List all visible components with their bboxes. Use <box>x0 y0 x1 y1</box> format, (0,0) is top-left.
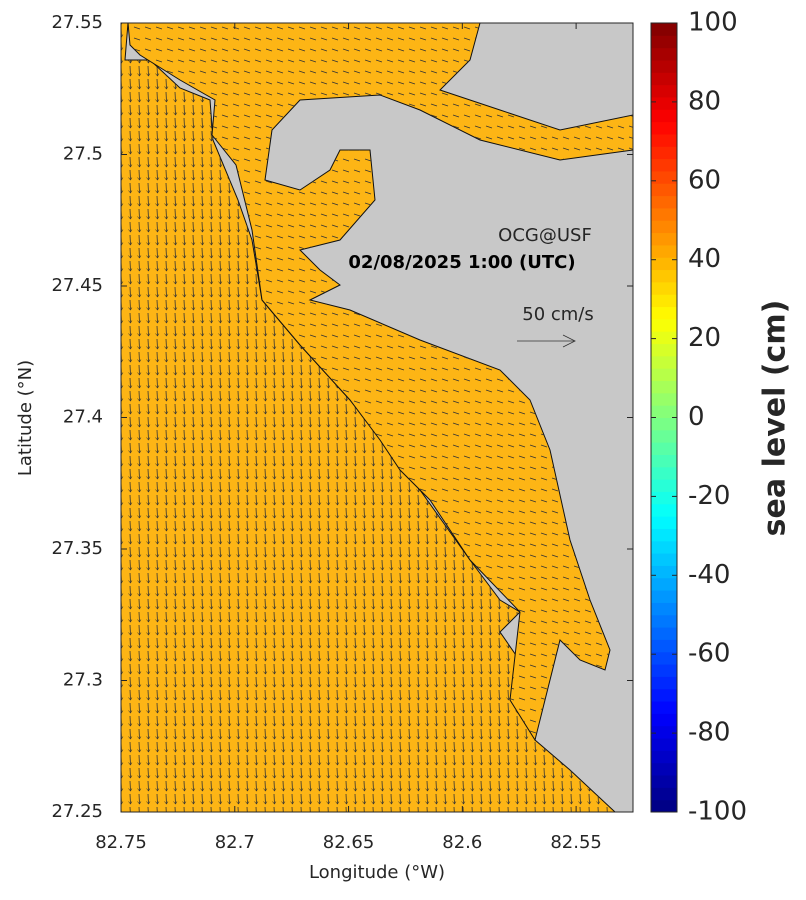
current-arrows <box>121 23 615 812</box>
colorbar-band <box>651 540 677 554</box>
colorbar-band <box>651 565 677 579</box>
colorbar-band <box>651 627 677 640</box>
colorbar-band <box>651 454 677 468</box>
colorbar-tick-label: 60 <box>688 165 721 195</box>
colorbar-band <box>651 528 677 542</box>
x-tick-label: 82.7 <box>215 832 255 853</box>
colorbar-band <box>651 676 677 690</box>
x-axis-label: Longitude (°W) <box>309 862 445 883</box>
colorbar-band <box>651 306 677 320</box>
y-tick-label: 27.3 <box>63 670 103 691</box>
colorbar-band <box>651 392 677 406</box>
y-tick-label: 27.5 <box>63 144 103 165</box>
colorbar-band <box>651 59 677 73</box>
colorbar-band <box>651 442 677 455</box>
colorbar-band <box>651 405 677 418</box>
colorbar-band <box>651 479 677 492</box>
colorbar-band <box>651 429 677 443</box>
colorbar-band <box>651 750 677 764</box>
colorbar-tick-label: 0 <box>688 402 705 432</box>
scale-arrow <box>517 334 576 348</box>
colorbar-band <box>651 133 677 147</box>
colorbar-band <box>651 109 677 123</box>
colorbar-band <box>651 775 677 788</box>
colorbar-tick-label: 20 <box>688 323 721 353</box>
colorbar-band <box>651 762 677 776</box>
colorbar-band <box>651 614 677 628</box>
colorbar-band <box>651 121 677 135</box>
colorbar-band <box>651 84 677 98</box>
credit: OCG@USF <box>498 225 592 246</box>
colorbar-band <box>651 195 677 209</box>
colorbar-band <box>651 738 677 751</box>
colorbar-band <box>651 577 677 591</box>
colorbar-band <box>651 72 677 86</box>
colorbar-band <box>651 257 677 271</box>
colorbar-band <box>651 244 677 258</box>
y-tick-label: 27.35 <box>51 538 103 559</box>
colorbar-band <box>651 96 677 110</box>
colorbar-band <box>651 516 677 529</box>
x-tick-label: 82.55 <box>550 832 602 853</box>
y-tick-label: 27.45 <box>51 275 103 296</box>
colorbar-band <box>651 232 677 246</box>
colorbar-band <box>651 713 677 727</box>
colorbar-band <box>651 602 677 616</box>
colorbar-band <box>651 701 677 714</box>
x-tick-label: 82.75 <box>95 832 147 853</box>
scale-label: 50 cm/s <box>522 304 594 325</box>
colorbar-band <box>651 380 677 394</box>
x-tick-label: 82.65 <box>323 832 375 853</box>
colorbar-band <box>651 725 677 739</box>
colorbar-band <box>651 787 677 801</box>
colorbar-band <box>651 553 677 566</box>
colorbar-band <box>651 269 677 283</box>
colorbar-tick-label: 40 <box>688 244 721 274</box>
colorbar-tick-label: -20 <box>688 481 730 511</box>
colorbar-tick-label: -40 <box>688 560 730 590</box>
colorbar-tick-label: 100 <box>688 8 738 38</box>
colorbar-band <box>651 688 677 702</box>
colorbar-band <box>651 466 677 480</box>
colorbar-band <box>651 183 677 197</box>
colorbar-tick-label: -100 <box>688 797 747 827</box>
colorbar-band <box>651 331 677 345</box>
colorbar-label: sea level (cm) <box>758 300 793 537</box>
colorbar-band <box>651 23 677 36</box>
y-tick-label: 27.4 <box>63 407 103 428</box>
water <box>121 23 633 812</box>
colorbar-band <box>651 799 677 813</box>
y-axis-label: Latitude (°N) <box>15 360 36 476</box>
colorbar-band <box>651 590 677 603</box>
colorbar-band <box>651 281 677 295</box>
colorbar-band <box>651 294 677 308</box>
colorbar-band <box>651 355 677 369</box>
colorbar-band <box>651 664 677 677</box>
colorbar-band <box>651 651 677 665</box>
colorbar-band <box>651 220 677 234</box>
timestamp: 02/08/2025 1:00 (UTC) <box>348 252 575 273</box>
colorbar-band <box>651 318 677 332</box>
colorbar-band <box>651 368 677 382</box>
colorbar-band <box>651 343 677 357</box>
colorbar-band <box>651 207 677 221</box>
colorbar-band <box>651 35 677 49</box>
colorbar-band <box>651 146 677 160</box>
colorbar-band <box>651 170 677 184</box>
y-tick-label: 27.25 <box>51 801 103 822</box>
colorbar-band <box>651 503 677 517</box>
bay-current-arrows <box>128 23 633 740</box>
colorbar-band <box>651 417 677 431</box>
colorbar-band <box>651 491 677 505</box>
colorbar-band <box>651 639 677 653</box>
colorbar-band <box>651 47 677 61</box>
colorbar-tick-label: -80 <box>688 718 730 748</box>
colorbar-tick-label: 80 <box>688 86 721 116</box>
colorbar-band <box>651 158 677 172</box>
x-tick-label: 82.6 <box>442 832 482 853</box>
colorbar-tick-label: -60 <box>688 639 730 669</box>
y-tick-label: 27.55 <box>51 12 103 33</box>
